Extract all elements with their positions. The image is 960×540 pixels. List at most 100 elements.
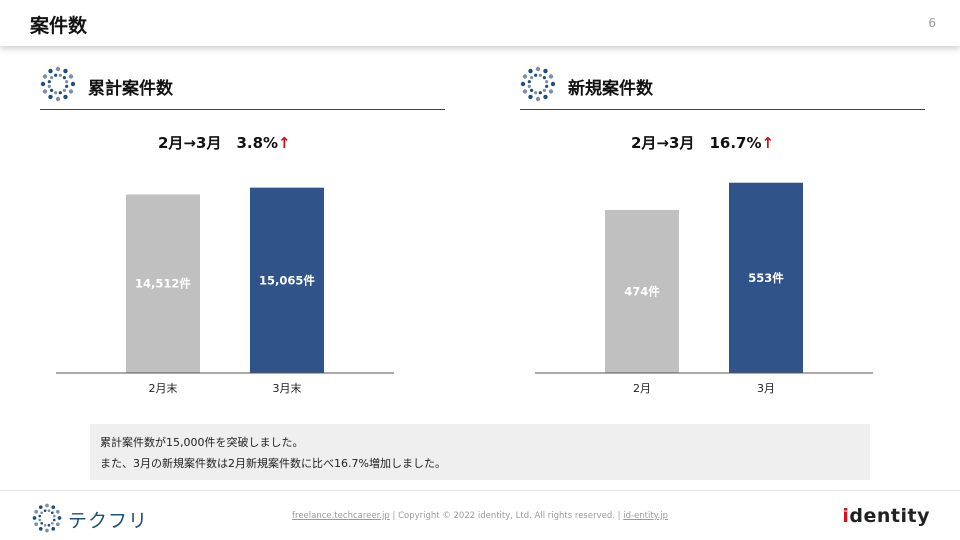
burst-dot [62,76,66,80]
burst-dot [538,73,542,77]
burst-dot [68,89,74,94]
burst-dot [55,96,61,102]
tick-label: 3月末 [273,381,302,395]
burst-dot [50,88,54,92]
page-title: 案件数 [30,15,88,37]
burst-dot [528,94,533,100]
burst-dot [43,523,47,527]
identity-logo[interactable]: identity [842,505,930,527]
burst-dot [38,505,43,510]
burst-dot [527,84,531,88]
burst-dot [43,509,47,513]
burst-dot [40,511,44,515]
burst-dot [47,84,51,88]
burst-dot [54,91,58,95]
note-line: また、3月の新規案件数は2月新規案件数に比べ16.7%増加しました。 [100,457,446,470]
burst-dot [543,68,548,74]
page-number: 6 [928,16,936,30]
burst-dot [527,80,531,84]
burst-dot [52,514,56,518]
burst-dot [47,523,51,527]
summary-note: 累計案件数が15,000件を突破しました。 また、3月の新規案件数は2月新規案件… [90,424,870,480]
burst-dot [42,89,48,94]
burst-dot [65,80,69,84]
burst-dot [50,521,54,525]
burst-dot [535,66,541,72]
section-heading-cumulative: 累計案件数 [40,64,445,110]
burst-dot [58,73,62,77]
burst-dot [522,89,528,94]
burst-dot [48,94,53,100]
burst-dot [57,516,62,520]
burst-dot [34,509,39,514]
tick-label: 2月 [633,382,651,395]
burst-dot [70,81,76,87]
burst-dot [50,76,54,80]
burst-dot [528,68,533,74]
burst-dot [55,522,60,527]
burst-dot [32,516,37,520]
arrow-up-icon: ↑ [761,134,775,152]
section-title-new: 新規案件数 [568,79,653,99]
burst-dot [534,91,538,95]
burst-dot [42,74,48,79]
burst-dot [45,503,49,508]
copyright-text: Copyright © 2022 identity, Ltd. All righ… [398,511,615,521]
burst-dot [535,96,541,102]
burst-dot [52,518,56,522]
burst-dot [548,74,554,79]
burst-dot [38,526,43,531]
burst-dot [550,81,556,87]
burst-dot [55,509,60,514]
note-line: 累計案件数が15,000件を突破しました。 [100,436,304,449]
growth-text: 2月→3月 3.8% [158,134,279,152]
burst-dot [538,91,542,95]
burst-dot [55,66,61,72]
growth-text: 2月→3月 16.7% [631,134,762,152]
burst-dot [48,68,53,74]
burst-dot [40,81,46,87]
burst-dot [63,68,68,74]
burst-dot [522,74,528,79]
burst-dot [548,89,554,94]
logo-rest: dentity [849,505,930,527]
burst-dot [47,80,51,84]
burst-dot [530,76,534,80]
burst-dot [530,88,534,92]
site-link[interactable]: freelance.techcareer.jp [292,511,390,521]
burst-dot [51,505,56,510]
chart-new: 474件 2月 553件 3月 [535,150,875,400]
footer: テクフリ freelance.techcareer.jp | Copyright… [0,490,960,540]
burst-dot [543,94,548,100]
burst-dot [54,73,58,77]
bar [729,182,803,373]
section-title-cumulative: 累計案件数 [88,79,173,99]
burst-dot [68,74,74,79]
burst-dot [40,521,44,525]
data-label: 553件 [748,271,784,285]
bar-chart-new: 474件 2月 553件 3月 [535,182,873,395]
burst-dot [545,84,549,88]
bar [126,194,200,373]
header-bar: 案件数 6 [0,0,960,46]
separator: | [617,511,621,521]
burst-dot [542,76,546,80]
burst-dot [34,522,39,527]
burst-dot [51,526,56,531]
burst-dot [47,509,51,513]
burst-dot [520,81,526,87]
burst-dot [38,518,42,522]
burst-dot [38,514,42,518]
arrow-up-icon: ↑ [278,134,291,152]
burst-dot [45,528,49,533]
burst-dot [545,80,549,84]
brand-text: テクフリ [68,510,149,532]
dot-burst-icon [520,66,556,102]
corp-link[interactable]: id-entity.jp [623,511,668,521]
burst-dot [50,511,54,515]
burst-dot [534,73,538,77]
chart-cumulative: 14,512件 2月末 15,065件 3月末 [56,150,396,400]
bar-chart-cumulative: 14,512件 2月末 15,065件 3月末 [56,187,394,395]
burst-dot [58,91,62,95]
growth-label-new: 2月→3月 16.7%↑ [631,132,774,153]
